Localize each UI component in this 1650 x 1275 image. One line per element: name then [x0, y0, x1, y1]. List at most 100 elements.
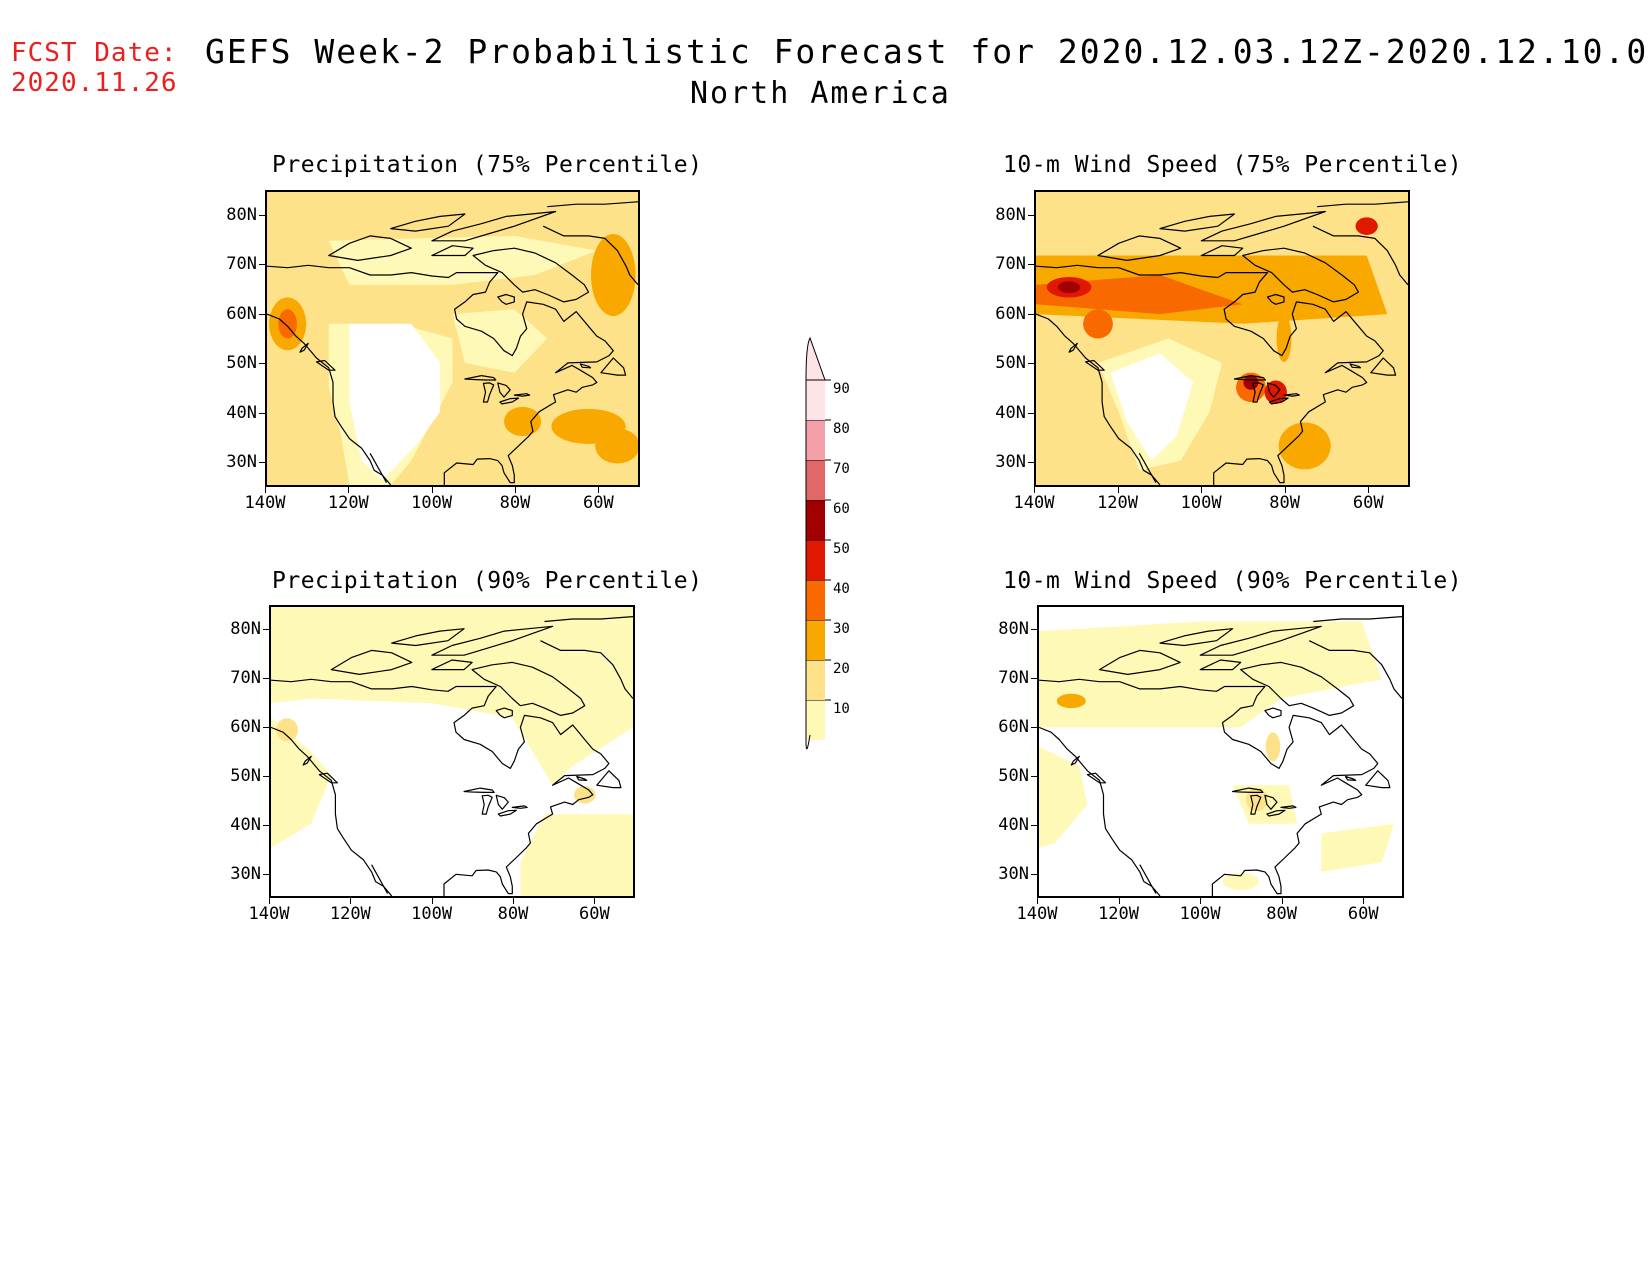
lat-tick-mark [1028, 462, 1034, 464]
lat-tick-label: 30N [230, 863, 261, 884]
forecast-date-label: FCST Date: 2020.11.26 [11, 38, 178, 98]
lon-tick-mark [1201, 487, 1203, 493]
lon-tick-mark [513, 898, 514, 904]
lon-tick-label: 100W [411, 493, 453, 513]
panel-title: Precipitation (90% Percentile) [272, 568, 703, 594]
map-wind-90 [1037, 605, 1404, 898]
lat-tick-label: 60N [995, 303, 1026, 324]
lon-tick-mark [265, 487, 266, 493]
map-precip-90 [269, 605, 635, 898]
lat-tick-mark [1028, 363, 1034, 365]
lat-tick-label: 40N [995, 402, 1026, 423]
panel-title: 10-m Wind Speed (90% Percentile) [1003, 568, 1463, 594]
lat-tick-mark [1028, 412, 1034, 414]
lon-tick-label: 100W [411, 904, 453, 924]
map-canvas [271, 607, 633, 896]
lat-tick-label: 30N [995, 452, 1026, 473]
colorbar-label: 20 [833, 661, 850, 677]
lat-tick-label: 60N [230, 717, 261, 738]
lat-tick-mark [1031, 873, 1037, 875]
lon-tick-mark [1037, 898, 1038, 904]
lat-tick-mark [1028, 214, 1034, 216]
lat-tick-label: 80N [226, 204, 257, 225]
colorbar-swatch [806, 700, 825, 740]
colorbar-label: 60 [833, 501, 850, 517]
lat-tick-label: 40N [226, 402, 257, 423]
colorbar-label: 40 [833, 581, 850, 597]
lon-tick-label: 60W [1347, 904, 1379, 924]
lon-tick-label: 80W [1269, 493, 1301, 513]
colorbar-swatch [806, 500, 825, 540]
lat-tick-mark [1031, 824, 1037, 826]
lat-tick-mark [1031, 727, 1037, 729]
lon-tick-label: 60W [578, 904, 610, 924]
lon-tick-mark [431, 487, 433, 493]
lon-tick-mark [1363, 898, 1365, 904]
lat-tick-mark [259, 264, 265, 266]
lon-tick-mark [594, 898, 596, 904]
lat-tick-label: 60N [998, 717, 1029, 738]
lat-tick-mark [263, 873, 269, 875]
lon-tick-label: 60W [582, 493, 614, 513]
lon-tick-label: 60W [1352, 493, 1384, 513]
colorbar-label: 50 [833, 541, 850, 557]
lon-tick-mark [269, 898, 270, 904]
colorbar-swatch [806, 660, 825, 700]
lon-tick-mark [1368, 487, 1370, 493]
lon-tick-mark [598, 487, 600, 493]
lon-tick-label: 80W [499, 493, 531, 513]
lat-tick-label: 80N [995, 204, 1026, 225]
lon-tick-mark [350, 898, 352, 904]
colorbar-swatch [806, 460, 825, 500]
colorbar-label: 80 [833, 421, 850, 437]
colorbar-svg [805, 336, 831, 750]
lon-tick-label: 100W [1179, 904, 1221, 924]
lat-tick-label: 80N [230, 619, 261, 640]
region-title: North America [690, 76, 951, 111]
lat-tick-mark [263, 775, 269, 777]
lon-tick-label: 140W [1013, 493, 1055, 513]
lon-tick-mark [1200, 898, 1202, 904]
lat-tick-mark [1031, 629, 1037, 631]
lat-tick-label: 50N [230, 765, 261, 786]
map-canvas [267, 192, 638, 485]
lat-tick-label: 50N [226, 353, 257, 374]
lat-tick-label: 30N [998, 863, 1029, 884]
lon-tick-mark [1118, 898, 1120, 904]
colorbar-swatch [806, 420, 825, 460]
lat-tick-mark [1031, 678, 1037, 680]
lat-tick-mark [263, 629, 269, 631]
lat-tick-mark [259, 363, 265, 365]
lon-tick-label: 80W [1266, 904, 1298, 924]
lon-tick-mark [1284, 487, 1286, 493]
lon-tick-mark [1117, 487, 1119, 493]
lat-tick-mark [263, 824, 269, 826]
lat-tick-mark [263, 678, 269, 680]
lat-tick-label: 70N [995, 254, 1026, 275]
colorbar: 10 20 30 40 50 60 70 80 90 [800, 330, 860, 754]
lon-tick-label: 120W [1097, 493, 1139, 513]
lon-tick-mark [515, 487, 516, 493]
lat-tick-mark [259, 412, 265, 414]
lon-tick-mark [348, 487, 350, 493]
forecast-date-value: 2020.11.26 [11, 68, 178, 98]
panel-title: 10-m Wind Speed (75% Percentile) [1003, 152, 1463, 178]
figure-title: GEFS Week-2 Probabilistic Forecast for 2… [205, 32, 1650, 71]
lat-tick-mark [1028, 264, 1034, 266]
lat-tick-label: 30N [226, 452, 257, 473]
lat-tick-label: 50N [998, 765, 1029, 786]
lon-tick-label: 120W [327, 493, 369, 513]
lat-tick-mark [263, 727, 269, 729]
lat-tick-label: 70N [998, 668, 1029, 689]
lat-tick-label: 80N [998, 619, 1029, 640]
lon-tick-label: 80W [497, 904, 529, 924]
lat-tick-mark [259, 313, 265, 315]
lon-tick-label: 140W [1016, 904, 1058, 924]
colorbar-swatch [806, 540, 825, 580]
colorbar-swatch [806, 380, 825, 420]
colorbar-swatch [806, 620, 825, 660]
lon-tick-label: 140W [248, 904, 290, 924]
lat-tick-mark [259, 462, 265, 464]
lat-tick-label: 40N [998, 814, 1029, 835]
colorbar-label: 90 [833, 381, 850, 397]
